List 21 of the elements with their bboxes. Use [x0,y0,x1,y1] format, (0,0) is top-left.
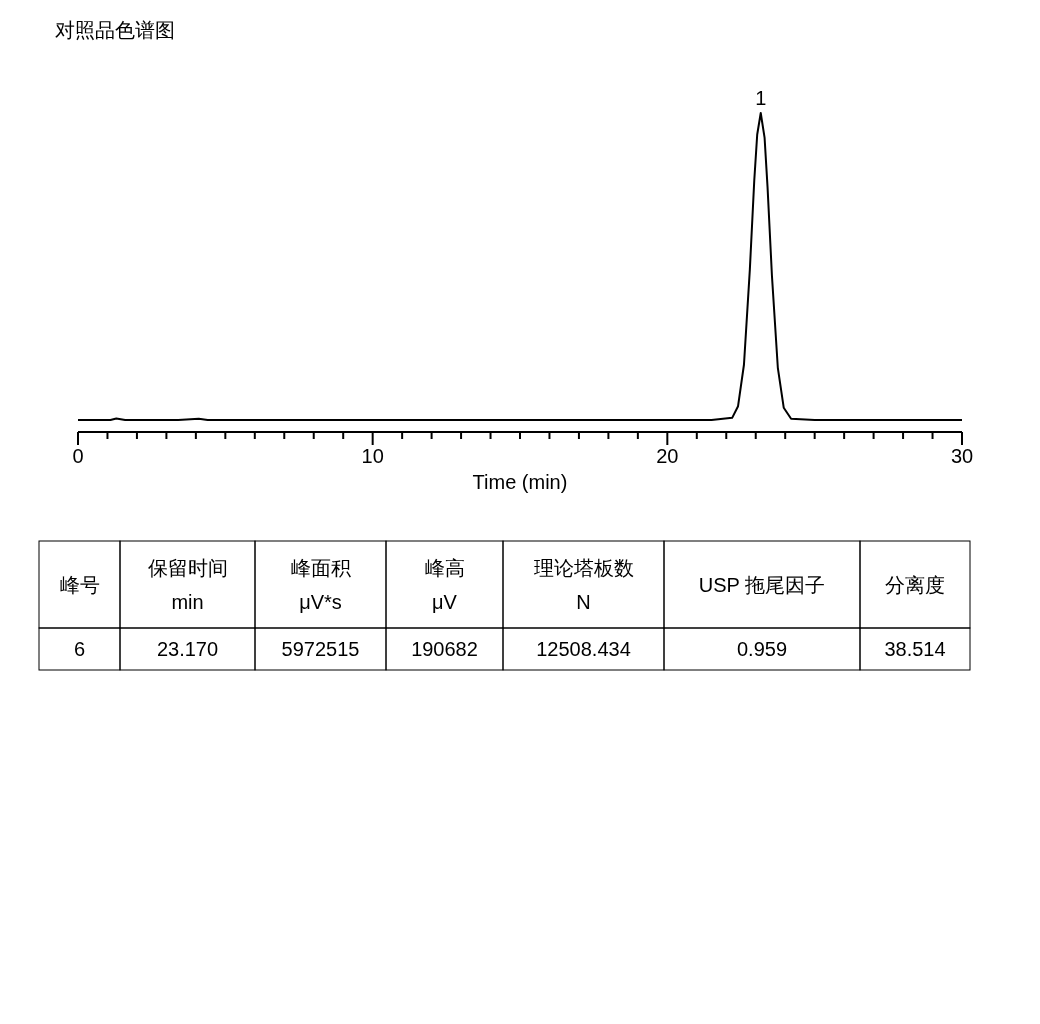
category-label: 理论塔板数 N [533,556,634,613]
category-label: 峰面积 μV*s [290,556,351,613]
category-label: 峰高 μV [424,556,465,613]
x-axis-title: Time (min) [472,471,568,493]
category-label: 峰号 [59,573,100,596]
category-label: 保留时间 min [147,556,228,613]
text: 5972515 [281,638,360,660]
text: 190682 [411,638,478,660]
title: 对照品色谱图 [55,19,175,41]
text: 0.959 [736,638,788,660]
x-tick-label: 30 [950,445,974,467]
text: 38.514 [884,638,946,660]
category-label: USP 拖尾因子 [698,573,826,596]
text: 23.170 [156,638,219,660]
x-tick-label: 10 [361,445,384,467]
category-label: 分离度 [885,573,945,596]
annotation: 1 [755,87,767,109]
x-tick-label: 0 [72,445,84,467]
x-tick-label: 20 [656,445,679,467]
text: 6 [73,638,86,660]
text: 12508.434 [536,638,631,660]
